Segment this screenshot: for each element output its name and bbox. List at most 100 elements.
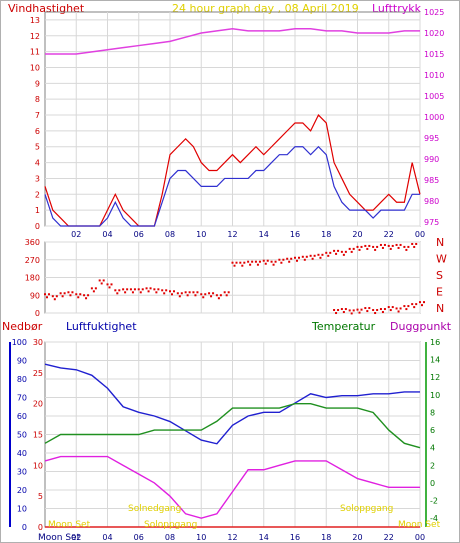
mid-direction-point	[129, 288, 132, 291]
dewpoint-header: Duggpunkt	[390, 320, 452, 333]
mid-tick-label: 270	[25, 256, 40, 265]
bottom-x-tick-label: 16	[290, 533, 300, 542]
bottom-series-line	[44, 363, 420, 445]
mid-direction-point	[53, 298, 56, 301]
mid-direction-point	[407, 245, 410, 248]
mid-direction-point	[368, 244, 371, 247]
humidity-temp-panel: Nedbør Luftfuktighet Temperatur Duggpunk…	[2, 320, 452, 543]
mid-direction-point	[356, 308, 359, 311]
mid-direction-point	[176, 292, 179, 295]
mid-direction-point	[126, 288, 129, 291]
mid-direction-point	[67, 291, 70, 294]
top-right-tick-label: 990	[424, 155, 439, 164]
mid-direction-point	[301, 255, 304, 258]
precip-tick-label: 5	[38, 492, 43, 501]
mid-direction-point	[212, 292, 215, 295]
top-left-tick-label: 3	[35, 174, 40, 183]
humidity-tick-label: 30	[17, 468, 27, 477]
chart-title: 24 hour graph day , 08 April 2019	[172, 2, 359, 15]
top-x-tick-label: 10	[196, 230, 206, 239]
mid-direction-point	[383, 243, 386, 246]
mid-direction-point	[98, 279, 101, 282]
top-ylabels-right: 975 980 985 990 995 1000 1005 1010 1015 1020 1025	[424, 8, 444, 227]
mid-direction-point	[403, 245, 406, 248]
top-right-tick-label: 985	[424, 176, 439, 185]
top-x-tick-label: 00	[415, 230, 425, 239]
mid-direction-point	[46, 296, 48, 299]
mid-direction-point	[421, 304, 423, 307]
mid-direction-point	[163, 292, 166, 295]
top-x-tick-label: 14	[259, 230, 269, 239]
mid-direction-point	[239, 261, 242, 264]
mid-direction-point	[258, 260, 261, 263]
mid-direction-point	[155, 291, 158, 294]
pressure-header: Lufttrykk	[372, 2, 422, 15]
temp-tick-label: 12	[430, 373, 440, 382]
mid-direction-point	[395, 307, 398, 310]
mid-direction-point	[231, 261, 234, 264]
mid-direction-point	[247, 260, 250, 263]
mid-direction-point	[415, 303, 418, 306]
mid-direction-point	[69, 294, 72, 297]
top-left-tick-label: 9	[35, 79, 40, 88]
mid-direction-point	[333, 309, 336, 312]
mid-direction-point	[157, 288, 160, 291]
mid-tick-label: 90	[30, 291, 40, 300]
mid-direction-point	[180, 292, 183, 295]
bottom-series-line	[44, 455, 420, 519]
mid-direction-point	[379, 308, 382, 311]
mid-direction-point	[391, 244, 394, 247]
top-series-line	[45, 28, 420, 55]
temp-tick-label: 6	[430, 426, 435, 435]
bottom-x-tick-label: 18	[321, 533, 331, 542]
bottom-series-line	[44, 402, 421, 449]
mid-direction-point	[405, 248, 408, 251]
annotation-moonset-2: Moon Set	[398, 520, 441, 530]
mid-direction-point	[313, 254, 316, 257]
mid-direction-point	[100, 282, 103, 285]
top-right-tick-label: 980	[424, 197, 439, 206]
mid-direction-point	[419, 301, 421, 304]
mid-direction-point	[90, 287, 93, 290]
humidity-header: Luftfuktighet	[66, 320, 137, 333]
top-grid	[45, 12, 421, 227]
bottom-x-tick-label: 08	[165, 533, 175, 542]
mid-direction-point	[141, 288, 144, 291]
mid-direction-point	[348, 247, 351, 250]
mid-direction-point	[329, 251, 332, 254]
mid-direction-point	[272, 263, 275, 266]
top-left-tick-label: 13	[30, 16, 40, 25]
humidity-tick-label: 0	[22, 523, 27, 532]
top-right-tick-label: 1000	[424, 113, 444, 122]
bottom-ylabels: 0 10 20 30 40 50 60 70 80 90 100 0 5 10 15 20 25 30 -4 -2 0 2…	[12, 338, 440, 532]
mid-direction-point	[342, 253, 345, 256]
mid-direction-point	[372, 309, 375, 312]
mid-direction-point	[342, 311, 345, 314]
mid-direction-point	[288, 260, 291, 263]
bottom-annotations: Solnedgang Soloppgang Soloppgang Moon Se…	[48, 504, 441, 530]
mid-direction-point	[352, 247, 355, 250]
top-x-tick-label: 08	[165, 230, 175, 239]
top-x-tick-label: 02	[71, 230, 81, 239]
mid-direction-point	[325, 251, 328, 254]
mid-direction-point	[356, 245, 359, 248]
mid-direction-point	[92, 290, 95, 293]
top-right-tick-label: 1010	[424, 71, 444, 80]
mid-direction-point	[366, 247, 369, 250]
mid-direction-point	[85, 297, 88, 300]
mid-direction-point	[251, 260, 254, 263]
mid-direction-point	[335, 312, 338, 315]
footer-x-label: Moon Set	[38, 533, 81, 543]
mid-direction-point	[379, 243, 382, 246]
temp-tick-label: 0	[430, 479, 435, 488]
mid-direction-point	[274, 260, 277, 263]
mid-direction-label: S	[436, 269, 443, 282]
mid-direction-point	[137, 288, 140, 291]
mid-direction-point	[350, 250, 353, 253]
mid-direction-point	[51, 295, 54, 298]
humidity-tick-label: 70	[17, 394, 27, 403]
top-right-tick-label: 1005	[424, 92, 444, 101]
